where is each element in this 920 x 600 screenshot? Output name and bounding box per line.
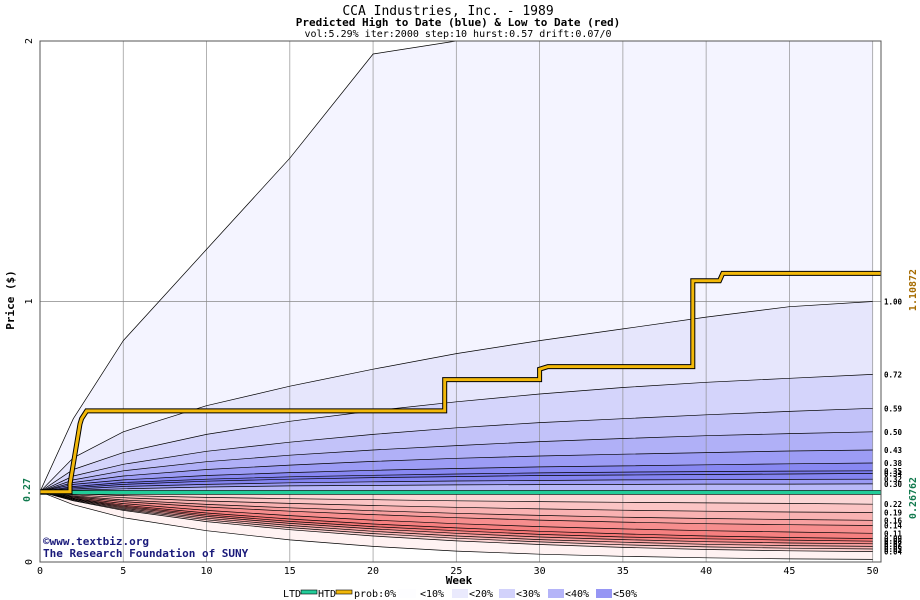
percentile-curve-0.22-11 [39,491,873,505]
chart-subtitle: Predicted High to Date (blue) & Low to D… [296,16,621,29]
percentile-curve-0.07-18 [39,491,873,545]
percentile-curve-0.43-5 [39,449,873,493]
percentile-curve-0.04-21 [39,491,873,552]
percentile-curve-0.16-13 [39,491,873,521]
y-tick-0: 0 [24,559,35,565]
legend-swatch-30 [548,589,564,598]
x-tick-10: 10 [201,566,213,577]
percentile-label-0.07-17: 0.07 [884,540,902,549]
copyright-text: ©www.textbiz.org [43,535,149,548]
percentile-label-0.05-19: 0.05 [884,545,902,554]
x-tick-40: 40 [700,566,712,577]
high-band-0.38 [40,463,873,492]
percentile-curve-0.32-1 [39,478,873,493]
percentile-curve-0.35-3 [39,470,873,493]
plot-frame [39,40,882,563]
percentile-curve-0.14-14 [39,491,873,526]
x-tick-20: 20 [367,566,379,577]
high-band-0.32 [40,479,873,492]
percentile-label-0.72-8: 0.72 [884,370,902,379]
legend-htd-swatch [335,589,353,595]
x-axis-ticks: 0 5 10 15 20 25 30 35 40 45 50 [37,566,879,577]
x-tick-5: 5 [120,566,126,577]
percentile-curve-0.30-0 [39,483,873,493]
legend-bin-40: <40% [565,589,589,600]
legend-ltd-swatch [300,589,318,595]
chart-params: vol:5.29% iter:2000 step:10 hurst:0.57 d… [304,29,611,40]
start-value-label: 0.27 [22,478,33,502]
high-band-0.43 [40,450,873,492]
legend-bin-10: <10% [420,589,444,600]
x-tick-50: 50 [867,566,879,577]
percentile-curve-0.08-17 [39,491,873,542]
y-axis-ticks: 0 1 2 [24,38,35,565]
legend-swatch-20 [499,589,515,598]
percentile-label-0.04-20: 0.04 [884,548,903,557]
legend-prob-label: prob:0% [354,589,396,600]
percentile-label-0.32-1: 0.32 [884,475,902,484]
legend-swatch-10 [452,589,468,598]
high-band-0.50 [40,431,873,492]
high-band-0.72 [40,374,873,492]
percentile-labels: 0.300.320.340.350.38 0.43 0.50 0.59 0.72 1.00… [884,298,903,557]
percentile-curve-0.11-15 [39,491,873,534]
percentile-label-0.16-12: 0.16 [884,516,903,525]
percentile-curve-1.00-9 [39,301,873,492]
percentile-label-0.22-10: 0.22 [884,500,902,509]
percentile-label-1.00-9: 1.00 [884,298,903,307]
end-ltd-label: 0.26762 [908,477,919,519]
legend-htd-label: HTD [318,589,336,600]
x-axis-label: Week [446,574,473,587]
percentile-label-0.38-4: 0.38 [884,459,903,468]
percentile-curve-0.34-2 [39,473,873,493]
x-tick-35: 35 [617,566,629,577]
x-tick-0: 0 [37,566,43,577]
percentile-label-0.34-2: 0.34 [884,469,903,478]
percentile-label-0.59-7: 0.59 [884,404,903,413]
y-tick-2: 2 [24,38,35,44]
x-tick-15: 15 [284,566,296,577]
percentile-curve-0.06-19 [39,491,873,547]
legend: LTD HTD prob:0% <10% <20% <30% <40% <50% [283,589,637,600]
percentile-curve-0.59-7 [39,407,873,493]
percentile-curve-min-22 [39,491,873,560]
legend-bin-20: <20% [469,589,493,600]
organization-text: The Research Foundation of SUNY [43,547,249,560]
percentile-label-0.19-11: 0.19 [884,509,903,518]
legend-swatch-40 [596,589,612,598]
legend-bin-30: <30% [516,589,540,600]
legend-bin-50: <50% [613,589,637,600]
y-tick-1: 1 [24,298,35,304]
percentile-label-0.30-0: 0.30 [884,480,903,489]
percentile-label-0.50-6: 0.50 [884,428,903,437]
x-tick-30: 30 [534,566,546,577]
percentile-label-0.09-15: 0.09 [884,535,903,544]
ltd-line [39,490,882,495]
end-htd-label: 1.10872 [908,269,919,311]
legend-ltd-label: LTD [283,589,301,600]
percentile-label-0.43-5: 0.43 [884,446,903,455]
percentile-label-0.35-3: 0.35 [884,467,902,476]
percentile-label-0.06-18: 0.06 [884,542,903,551]
y-axis-label: Price ($) [4,270,17,330]
low-band-0.16 [40,491,873,521]
percentile-curve-0.50-6 [39,431,873,493]
htd-line [40,271,881,494]
percentile-curve-0.38-4 [39,462,873,493]
percentile-curve-0.09-16 [39,491,873,539]
plot-area [39,40,882,563]
percentile-curve-0.72-8 [39,374,873,492]
percentile-label-0.08-16: 0.08 [884,537,903,546]
chart-title: CCA Industries, Inc. - 1989 [342,4,553,19]
percentile-curve-0.05-20 [39,491,873,550]
high-band-0.34 [40,473,873,492]
legend-swatch-0 [398,589,416,598]
x-tick-25: 25 [450,566,462,577]
x-tick-45: 45 [783,566,795,577]
high-band-0.59 [40,408,873,492]
percentile-curve-0.19-12 [39,491,873,513]
percentile-label-0.14-13: 0.14 [884,522,903,531]
percentile-label-0.11-14: 0.11 [884,529,903,538]
